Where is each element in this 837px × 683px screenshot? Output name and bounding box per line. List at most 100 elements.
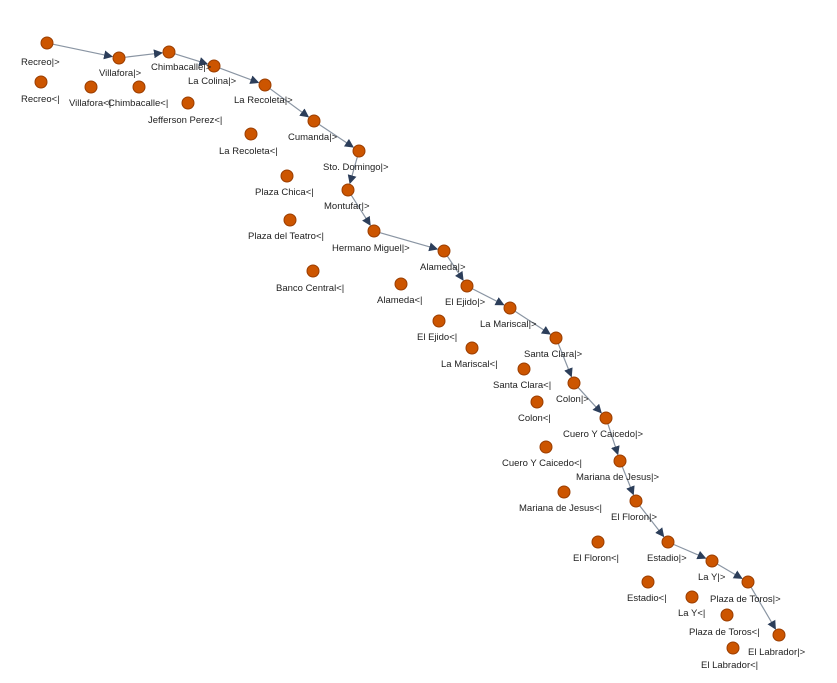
node-label-el-floron-inbound: El Floron<| xyxy=(573,553,619,564)
node-plaza-de-toros-outbound[interactable] xyxy=(741,575,755,589)
edge-plaza-de-toros-outbound-to-el-labrador-outbound xyxy=(750,586,776,630)
node-el-labrador-outbound[interactable] xyxy=(772,628,786,642)
edge-la-mariscal-outbound-to-santa-clara-outbound xyxy=(514,310,551,335)
node-alameda-inbound[interactable] xyxy=(394,277,408,291)
edge-hermano-miguel-outbound-to-alameda-outbound xyxy=(379,232,439,252)
node-la-colina-outbound[interactable] xyxy=(207,59,221,73)
node-estadio-outbound[interactable] xyxy=(661,535,675,549)
node-cuero-y-caicedo-inbound[interactable] xyxy=(539,440,553,454)
node-montufar-outbound[interactable] xyxy=(341,183,355,197)
edge-santa-clara-outbound-to-colon-outbound xyxy=(557,343,573,378)
node-label-estadio-outbound: Estadio|> xyxy=(647,553,687,564)
node-chimbacalle-inbound[interactable] xyxy=(132,80,146,94)
node-colon-inbound[interactable] xyxy=(530,395,544,409)
node-la-y-inbound[interactable] xyxy=(685,590,699,604)
edge-sto-domingo-outbound-to-montufar-outbound xyxy=(347,156,358,185)
edge-la-colina-outbound-to-la-recoleta-outbound xyxy=(219,67,260,84)
node-la-recoleta-inbound[interactable] xyxy=(244,127,258,141)
edge-colon-outbound-to-cuero-y-caicedo-outbound xyxy=(577,387,602,414)
node-recreo-inbound[interactable] xyxy=(34,75,48,89)
node-plaza-del-teatro-inbound[interactable] xyxy=(283,213,297,227)
node-plaza-de-toros-inbound[interactable] xyxy=(720,608,734,622)
node-villafora-outbound[interactable] xyxy=(112,51,126,65)
edge-estadio-outbound-to-la-y-outbound xyxy=(673,543,707,560)
node-hermano-miguel-outbound[interactable] xyxy=(367,224,381,238)
node-label-hermano-miguel-outbound: Hermano Miguel|> xyxy=(332,243,410,254)
node-la-mariscal-inbound[interactable] xyxy=(465,341,479,355)
node-label-jefferson-perez-inbound: Jefferson Perez<| xyxy=(148,115,222,126)
edge-cuero-y-caicedo-outbound-to-mariana-de-jesus-outbound xyxy=(607,423,620,456)
labels-layer: Recreo|>Recreo<|Villafora|>Villafora<|Ch… xyxy=(21,57,806,671)
node-label-villafora-outbound: Villafora|> xyxy=(99,68,142,79)
node-sto-domingo-outbound[interactable] xyxy=(352,144,366,158)
edge-chimbacalle-outbound-to-la-colina-outbound xyxy=(174,53,209,66)
edge-la-recoleta-outbound-to-cumanda-outbound xyxy=(269,88,310,118)
edge-el-floron-outbound-to-estadio-outbound xyxy=(639,505,665,538)
node-label-recreo-inbound: Recreo<| xyxy=(21,94,60,105)
node-label-el-ejido-outbound: El Ejido|> xyxy=(445,297,486,308)
node-villafora-inbound[interactable] xyxy=(84,80,98,94)
node-label-cuero-y-caicedo-inbound: Cuero Y Caicedo<| xyxy=(502,458,582,469)
node-mariana-de-jesus-outbound[interactable] xyxy=(613,454,627,468)
node-label-sto-domingo-outbound: Sto. Domingo|> xyxy=(323,162,389,173)
node-la-mariscal-outbound[interactable] xyxy=(503,301,517,315)
edge-recreo-outbound-to-villafora-outbound xyxy=(52,43,114,60)
node-mariana-de-jesus-inbound[interactable] xyxy=(557,485,571,499)
node-label-plaza-de-toros-inbound: Plaza de Toros<| xyxy=(689,627,760,638)
node-el-floron-outbound[interactable] xyxy=(629,494,643,508)
node-label-colon-inbound: Colon<| xyxy=(518,413,551,424)
node-label-villafora-inbound: Villafora<| xyxy=(69,98,111,109)
node-colon-outbound[interactable] xyxy=(567,376,581,390)
node-label-colon-outbound: Colon|> xyxy=(556,394,589,405)
node-cuero-y-caicedo-outbound[interactable] xyxy=(599,411,613,425)
edge-la-y-outbound-to-plaza-de-toros-outbound xyxy=(716,563,743,579)
node-label-la-recoleta-outbound: La Recoleta|> xyxy=(234,95,293,106)
node-label-plaza-de-toros-outbound: Plaza de Toros|> xyxy=(710,594,781,605)
node-label-santa-clara-outbound: Santa Clara|> xyxy=(524,349,583,360)
node-recreo-outbound[interactable] xyxy=(40,36,54,50)
node-label-la-mariscal-outbound: La Mariscal|> xyxy=(480,319,537,330)
node-banco-central-inbound[interactable] xyxy=(306,264,320,278)
node-alameda-outbound[interactable] xyxy=(437,244,451,258)
node-label-la-y-inbound: La Y<| xyxy=(678,608,705,619)
edge-villafora-outbound-to-chimbacalle-outbound xyxy=(124,49,163,59)
edge-alameda-outbound-to-el-ejido-outbound xyxy=(446,255,464,281)
node-label-la-mariscal-inbound: La Mariscal<| xyxy=(441,359,498,370)
node-el-labrador-inbound[interactable] xyxy=(726,641,740,655)
node-estadio-inbound[interactable] xyxy=(641,575,655,589)
node-label-chimbacalle-inbound: Chimbacalle<| xyxy=(108,98,168,109)
node-label-chimbacalle-outbound: Chimbacalle|> xyxy=(151,62,212,73)
node-label-la-y-outbound: La Y|> xyxy=(698,572,726,583)
edge-cumanda-outbound-to-sto-domingo-outbound xyxy=(318,123,354,148)
node-jefferson-perez-inbound[interactable] xyxy=(181,96,195,110)
node-santa-clara-outbound[interactable] xyxy=(549,331,563,345)
node-la-y-outbound[interactable] xyxy=(705,554,719,568)
node-label-recreo-outbound: Recreo|> xyxy=(21,57,60,68)
edge-montufar-outbound-to-hermano-miguel-outbound xyxy=(350,194,371,226)
node-plaza-chica-inbound[interactable] xyxy=(280,169,294,183)
edge-mariana-de-jesus-outbound-to-el-floron-outbound xyxy=(621,466,635,496)
node-el-floron-inbound[interactable] xyxy=(591,535,605,549)
node-label-el-labrador-inbound: El Labrador<| xyxy=(701,660,758,671)
node-label-mariana-de-jesus-inbound: Mariana de Jesus<| xyxy=(519,503,602,514)
node-label-el-labrador-outbound: El Labrador|> xyxy=(748,647,806,658)
node-el-ejido-inbound[interactable] xyxy=(432,314,446,328)
node-la-recoleta-outbound[interactable] xyxy=(258,78,272,92)
node-label-estadio-inbound: Estadio<| xyxy=(627,593,667,604)
node-label-montufar-outbound: Montufar|> xyxy=(324,201,370,212)
edge-el-ejido-outbound-to-la-mariscal-outbound xyxy=(472,288,505,306)
node-label-santa-clara-inbound: Santa Clara<| xyxy=(493,380,551,391)
node-label-cumanda-outbound: Cumanda|> xyxy=(288,132,338,143)
node-label-la-recoleta-inbound: La Recoleta<| xyxy=(219,146,278,157)
edges-layer xyxy=(52,43,776,630)
node-label-el-ejido-inbound: El Ejido<| xyxy=(417,332,457,343)
node-label-banco-central-inbound: Banco Central<| xyxy=(276,283,344,294)
node-chimbacalle-outbound[interactable] xyxy=(162,45,176,59)
node-el-ejido-outbound[interactable] xyxy=(460,279,474,293)
node-label-el-floron-outbound: El Floron|> xyxy=(611,512,657,523)
node-santa-clara-inbound[interactable] xyxy=(517,362,531,376)
node-cumanda-outbound[interactable] xyxy=(307,114,321,128)
node-label-plaza-del-teatro-inbound: Plaza del Teatro<| xyxy=(248,231,324,242)
node-label-alameda-outbound: Alameda|> xyxy=(420,262,466,273)
